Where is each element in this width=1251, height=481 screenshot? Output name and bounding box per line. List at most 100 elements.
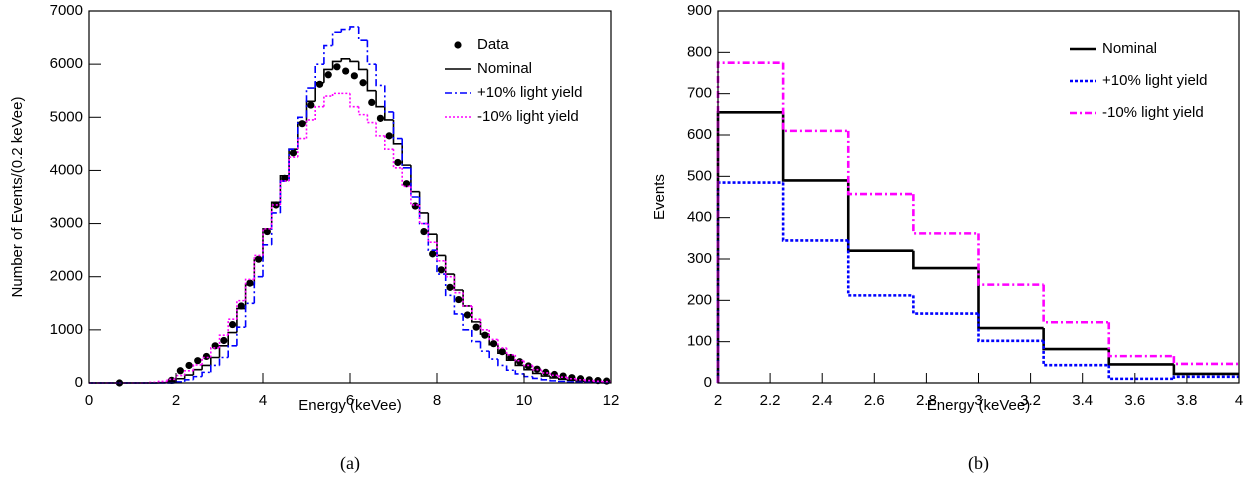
data-point <box>324 71 332 79</box>
histogram-bin <box>558 380 568 383</box>
histogram-bin <box>262 228 272 256</box>
data-point <box>376 114 385 122</box>
histogram-bin <box>210 364 220 373</box>
y-axis-title: Number of Events/(0.2 keVee) <box>9 97 26 298</box>
histogram-bin <box>912 295 979 315</box>
histogram-bin <box>349 26 359 30</box>
data-point <box>385 132 393 140</box>
legend-marker <box>454 41 462 49</box>
data-point <box>481 331 489 339</box>
x-tick-label: 2.6 <box>864 392 885 409</box>
data-point <box>359 79 367 87</box>
histogram-bin <box>1172 364 1239 376</box>
histogram-bin <box>584 379 594 382</box>
data-point <box>281 174 289 182</box>
histogram-bin <box>418 204 429 225</box>
data-point <box>411 202 419 210</box>
histogram-bin <box>384 106 394 121</box>
histogram-bin <box>479 341 490 352</box>
histogram-bin <box>977 268 1044 330</box>
histogram-bin <box>253 254 263 280</box>
histogram-bin <box>236 307 246 333</box>
y-tick-label: 700 <box>687 85 712 102</box>
caption: (a) <box>340 453 360 474</box>
histogram-bin <box>427 223 437 251</box>
histogram-bin <box>279 180 290 213</box>
histogram-bin <box>375 122 385 137</box>
histogram-bin <box>210 347 220 358</box>
legend-label: +10% light yield <box>1102 72 1207 89</box>
histogram-bin <box>305 119 316 139</box>
histogram-bin <box>1042 284 1109 324</box>
histogram-bin <box>366 114 377 124</box>
histogram-bin <box>453 295 464 315</box>
x-tick-label: 3.4 <box>1072 392 1093 409</box>
histogram-bin <box>192 368 203 376</box>
histogram-bin <box>716 181 784 383</box>
histogram-bin <box>479 321 490 335</box>
x-tick-label: 4 <box>1235 392 1243 409</box>
histogram-bin <box>566 377 577 380</box>
histogram-bin <box>201 371 211 377</box>
histogram-bin <box>331 31 342 46</box>
data-point <box>350 72 358 80</box>
histogram-bin <box>471 329 481 343</box>
histogram-bin <box>218 345 229 358</box>
histogram-bin <box>166 378 176 382</box>
histogram-bin <box>331 92 342 97</box>
data-point <box>420 227 428 236</box>
histogram-bin <box>270 212 281 245</box>
histogram-bin <box>244 278 255 301</box>
histogram-bin <box>227 318 237 336</box>
histogram-bin <box>558 377 568 381</box>
histogram-bin <box>846 130 914 196</box>
data-point <box>489 340 498 348</box>
y-tick-label: 5000 <box>50 108 83 125</box>
histogram-bin <box>444 274 455 297</box>
histogram-bin <box>366 69 377 92</box>
data-point <box>507 353 515 362</box>
legend-label: Nominal <box>477 60 532 77</box>
histogram-bin <box>549 376 559 379</box>
data-point <box>516 358 524 366</box>
data-point <box>472 323 480 331</box>
histogram-bin <box>340 28 350 33</box>
histogram-bin <box>236 299 246 320</box>
histogram-bin <box>453 276 464 294</box>
histogram-bin <box>357 26 368 42</box>
histogram-bin <box>392 119 403 145</box>
histogram-bin <box>523 365 533 371</box>
histogram-bin <box>540 369 551 374</box>
histogram-bin <box>418 191 429 214</box>
histogram-bin <box>471 305 481 321</box>
histogram-bin <box>781 62 849 133</box>
y-tick-label: 100 <box>687 333 712 350</box>
histogram-bin <box>531 369 542 375</box>
histogram-bin <box>488 334 498 346</box>
y-axis-title: Events <box>651 174 668 220</box>
data-point <box>237 302 245 310</box>
y-tick-label: 800 <box>687 43 712 60</box>
histogram-bin <box>1172 356 1239 366</box>
data-point <box>542 368 550 376</box>
histogram-bin <box>270 204 281 229</box>
histogram-bin <box>262 244 272 277</box>
data-point <box>368 98 376 107</box>
histogram-bin <box>716 61 784 383</box>
histogram-bin <box>192 375 203 380</box>
histogram-bin <box>331 60 342 70</box>
legend-label: -10% light yield <box>477 108 579 125</box>
y-tick-label: 0 <box>704 374 712 391</box>
histogram-bin <box>323 68 333 83</box>
data-point <box>463 311 472 319</box>
histogram-bin <box>323 95 333 107</box>
histogram-bin <box>427 223 437 243</box>
histogram-bin <box>183 369 194 376</box>
histogram-bin <box>183 374 194 379</box>
histogram-bin <box>401 138 411 169</box>
histogram-bin <box>201 356 211 365</box>
histogram-bin <box>410 167 420 198</box>
histogram-bin <box>253 275 263 304</box>
y-tick-label: 1000 <box>50 321 83 338</box>
caption: (b) <box>968 453 989 474</box>
